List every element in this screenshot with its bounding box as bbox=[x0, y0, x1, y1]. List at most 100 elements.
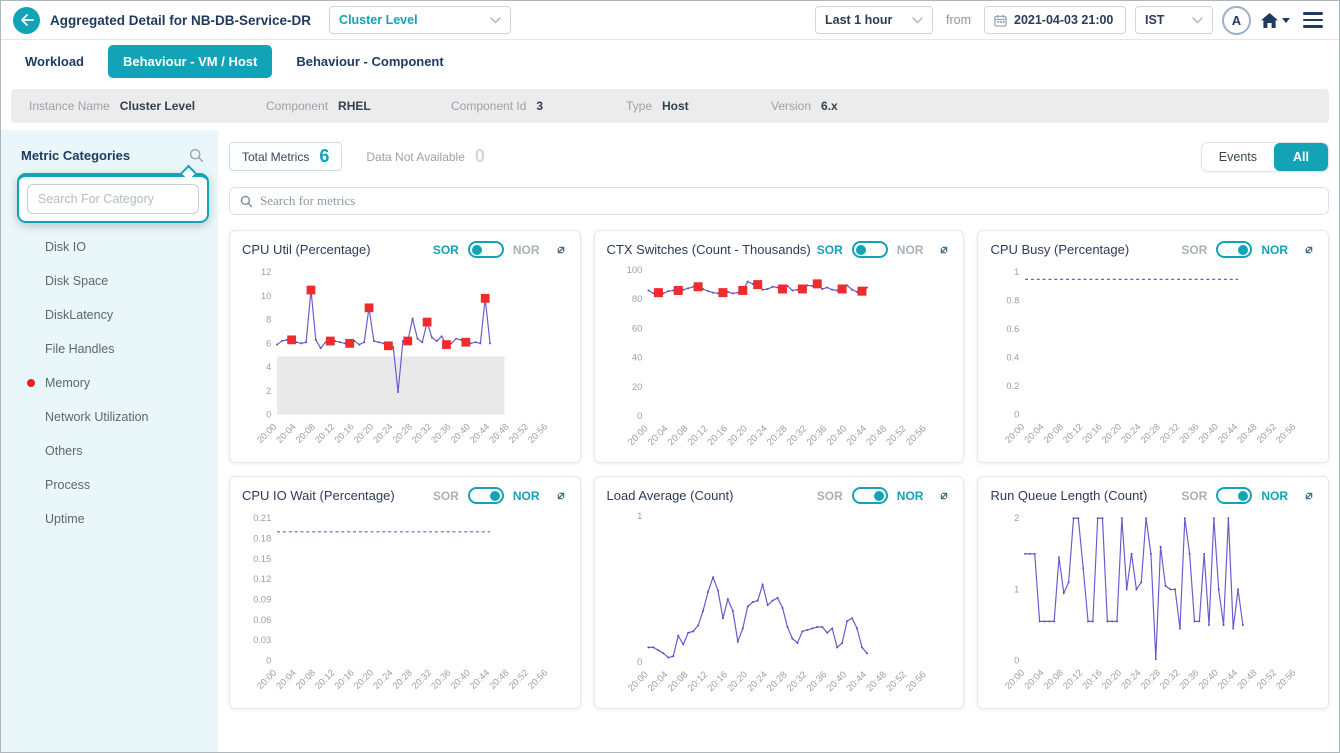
avatar[interactable]: A bbox=[1222, 5, 1251, 35]
level-dropdown-value: Cluster Level bbox=[339, 13, 418, 27]
switch-knob bbox=[873, 490, 884, 501]
svg-text:20:00: 20:00 bbox=[626, 423, 651, 448]
metric-chart: 02040608010020:0020:0420:0820:1220:1620:… bbox=[626, 265, 929, 448]
page-title: Aggregated Detail for NB-DB-Service-DR bbox=[50, 12, 312, 28]
sor-nor-switch[interactable] bbox=[1216, 487, 1253, 504]
expand-icon[interactable] bbox=[554, 243, 568, 257]
tab-behaviour-vm-host[interactable]: Behaviour - VM / Host bbox=[108, 44, 273, 78]
nor-label: NOR bbox=[512, 488, 540, 503]
from-label: from bbox=[946, 13, 971, 27]
svg-text:20:16: 20:16 bbox=[332, 422, 355, 445]
level-dropdown[interactable]: Cluster Level bbox=[329, 6, 512, 34]
datetime-picker[interactable]: 2021-04-03 21:00 bbox=[984, 6, 1126, 34]
tab-workload[interactable]: Workload bbox=[25, 53, 84, 69]
sor-label: SOR bbox=[816, 488, 843, 503]
expand-icon[interactable] bbox=[554, 489, 568, 503]
svg-text:20:12: 20:12 bbox=[1062, 422, 1085, 445]
total-metrics-chip[interactable]: Total Metrics 6 bbox=[229, 142, 343, 171]
svg-text:20:28: 20:28 bbox=[1139, 668, 1162, 691]
sidebar-category-item[interactable]: File Handles bbox=[45, 342, 115, 356]
calendar-icon bbox=[994, 14, 1007, 27]
svg-text:0.12: 0.12 bbox=[253, 574, 271, 584]
svg-text:0: 0 bbox=[266, 655, 271, 665]
svg-text:20:04: 20:04 bbox=[274, 668, 297, 691]
svg-text:20:48: 20:48 bbox=[1236, 668, 1259, 691]
svg-text:20:28: 20:28 bbox=[1139, 422, 1162, 445]
svg-text:20:08: 20:08 bbox=[1042, 668, 1065, 691]
expand-icon[interactable] bbox=[1302, 489, 1316, 503]
svg-text:0.21: 0.21 bbox=[253, 513, 271, 523]
events-button[interactable]: Events bbox=[1201, 142, 1275, 171]
sor-label: SOR bbox=[432, 242, 459, 257]
svg-text:20:36: 20:36 bbox=[429, 422, 452, 445]
svg-text:20:52: 20:52 bbox=[507, 422, 530, 445]
svg-text:20:44: 20:44 bbox=[844, 423, 869, 448]
chart-header: CPU Busy (Percentage) SOR NOR bbox=[990, 241, 1316, 258]
chart-header: CTX Switches (Count - Thousands) SOR NOR bbox=[607, 241, 952, 258]
home-menu[interactable] bbox=[1260, 12, 1290, 29]
data-not-available-label: Data Not Available bbox=[366, 149, 465, 164]
svg-text:20:00: 20:00 bbox=[626, 669, 651, 694]
svg-text:20:20: 20:20 bbox=[725, 669, 750, 694]
sidebar-category-item[interactable]: Disk IO bbox=[45, 240, 86, 254]
svg-text:20: 20 bbox=[631, 382, 642, 393]
expand-icon[interactable] bbox=[937, 489, 951, 503]
svg-text:20:32: 20:32 bbox=[410, 422, 433, 445]
svg-text:20:08: 20:08 bbox=[294, 668, 317, 691]
svg-text:20:12: 20:12 bbox=[685, 423, 710, 448]
svg-text:20:24: 20:24 bbox=[1120, 668, 1143, 691]
metric-chart: 02468101220:0020:0420:0820:1220:1620:202… bbox=[255, 267, 549, 445]
metrics-search-bar bbox=[229, 187, 1329, 215]
sidebar-category-item[interactable]: Network Utilization bbox=[45, 410, 149, 424]
switch-knob bbox=[489, 490, 500, 501]
sidebar-category-item[interactable]: Others bbox=[45, 444, 83, 458]
chart-card: Load Average (Count) SOR NOR 0 1 20:00 20:0… bbox=[593, 476, 965, 709]
data-not-available-chip[interactable]: Data Not Available 0 bbox=[366, 146, 485, 167]
main-content: Total Metrics 6 Data Not Available 0 Eve… bbox=[218, 130, 1339, 752]
svg-text:20:00: 20:00 bbox=[255, 668, 278, 691]
sidebar-category-item[interactable]: Uptime bbox=[45, 512, 85, 526]
svg-text:20:24: 20:24 bbox=[745, 423, 770, 448]
category-search-input[interactable] bbox=[27, 184, 199, 214]
sor-nor-switch[interactable] bbox=[1216, 241, 1253, 258]
metric-chart: 0120:0020:0420:0820:1220:1620:2020:2420:… bbox=[626, 511, 929, 694]
svg-text:20:16: 20:16 bbox=[705, 669, 730, 694]
sidebar-title: Metric Categories bbox=[21, 148, 131, 163]
svg-text:80: 80 bbox=[631, 294, 642, 305]
sor-nor-switch[interactable] bbox=[467, 241, 504, 258]
expand-icon[interactable] bbox=[937, 243, 951, 257]
search-icon[interactable] bbox=[189, 148, 204, 163]
tab-behaviour-component[interactable]: Behaviour - Component bbox=[296, 53, 444, 69]
sor-nor-switch[interactable] bbox=[851, 487, 888, 504]
svg-text:100: 100 bbox=[626, 265, 642, 276]
chart-title: CPU Util (Percentage) bbox=[242, 242, 371, 257]
svg-text:20:24: 20:24 bbox=[371, 668, 394, 691]
sor-nor-switch[interactable] bbox=[851, 241, 888, 258]
expand-icon[interactable] bbox=[1302, 243, 1316, 257]
svg-text:20:00: 20:00 bbox=[255, 422, 278, 445]
svg-text:0.6: 0.6 bbox=[1007, 324, 1020, 334]
sidebar-category-item[interactable]: DiskLatency bbox=[45, 308, 114, 322]
time-range-dropdown[interactable]: Last 1 hour bbox=[815, 6, 933, 34]
caret-down-icon bbox=[1282, 17, 1290, 23]
sidebar-category-item[interactable]: Disk Space bbox=[45, 274, 109, 288]
category-list: Disk IO Disk Space DiskLatency File Hand… bbox=[1, 230, 218, 536]
svg-text:20:16: 20:16 bbox=[705, 423, 730, 448]
svg-text:20:40: 20:40 bbox=[824, 669, 849, 694]
svg-text:20:48: 20:48 bbox=[1236, 422, 1259, 445]
menu-icon[interactable] bbox=[1303, 12, 1323, 28]
svg-text:20:44: 20:44 bbox=[468, 668, 491, 691]
nor-label: NOR bbox=[512, 242, 540, 257]
info-component: Component RHEL bbox=[266, 99, 371, 113]
sidebar-category-item[interactable]: Process bbox=[45, 478, 91, 492]
svg-text:20:04: 20:04 bbox=[1023, 668, 1046, 691]
timezone-dropdown[interactable]: IST bbox=[1135, 6, 1213, 34]
sor-nor-switch[interactable] bbox=[467, 487, 504, 504]
sidebar-category-item[interactable]: Memory bbox=[1, 366, 218, 400]
svg-text:20:20: 20:20 bbox=[352, 668, 375, 691]
metrics-search-input[interactable] bbox=[260, 193, 1318, 209]
svg-text:20:56: 20:56 bbox=[904, 423, 929, 448]
metric-chart: 00.20.40.60.8120:0020:0420:0820:1220:162… bbox=[1004, 267, 1298, 445]
back-button[interactable] bbox=[13, 6, 40, 34]
all-button[interactable]: All bbox=[1274, 142, 1328, 171]
